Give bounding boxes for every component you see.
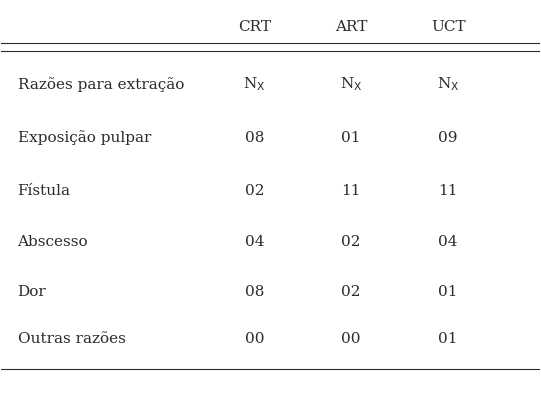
Text: 04: 04: [245, 236, 264, 250]
Text: 02: 02: [341, 236, 361, 250]
Text: 11: 11: [438, 184, 458, 198]
Text: ART: ART: [335, 20, 367, 34]
Text: Outras razões: Outras razões: [17, 332, 126, 346]
Text: Abscesso: Abscesso: [17, 236, 88, 250]
Text: Dor: Dor: [17, 285, 47, 299]
Text: 01: 01: [341, 131, 361, 145]
Text: N$_\mathrm{X}$: N$_\mathrm{X}$: [340, 76, 362, 93]
Text: UCT: UCT: [431, 20, 465, 34]
Text: 02: 02: [245, 184, 264, 198]
Text: 09: 09: [438, 131, 458, 145]
Text: N$_\mathrm{X}$: N$_\mathrm{X}$: [243, 76, 266, 93]
Text: 00: 00: [245, 332, 264, 346]
Text: Exposição pulpar: Exposição pulpar: [17, 130, 151, 145]
Text: 02: 02: [341, 285, 361, 299]
Text: 01: 01: [438, 332, 458, 346]
Text: 08: 08: [245, 285, 264, 299]
Text: CRT: CRT: [238, 20, 271, 34]
Text: 08: 08: [245, 131, 264, 145]
Text: N$_\mathrm{X}$: N$_\mathrm{X}$: [437, 76, 459, 93]
Text: Razões para extração: Razões para extração: [17, 77, 184, 92]
Text: 04: 04: [438, 236, 458, 250]
Text: Fístula: Fístula: [17, 184, 70, 198]
Text: 00: 00: [341, 332, 361, 346]
Text: 11: 11: [341, 184, 361, 198]
Text: 01: 01: [438, 285, 458, 299]
